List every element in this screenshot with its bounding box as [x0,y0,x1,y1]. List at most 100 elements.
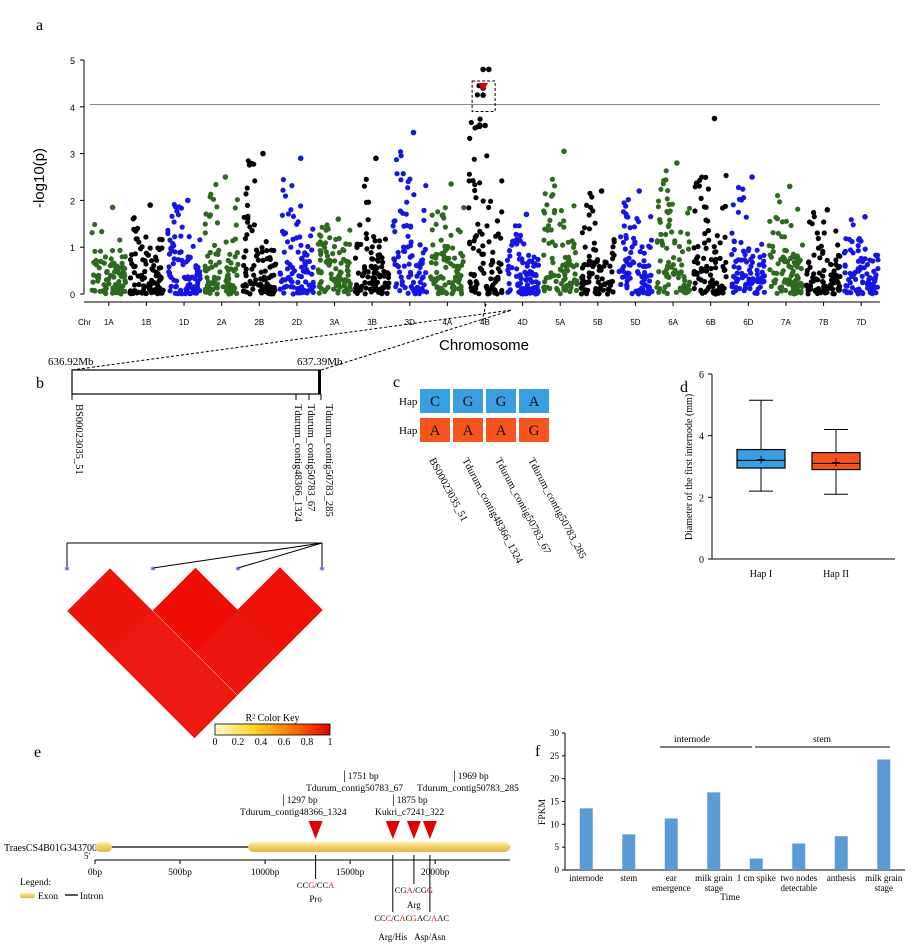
point [498,235,504,241]
point [548,227,554,233]
point [672,238,678,244]
point [636,262,643,268]
point [317,281,323,287]
point [470,178,476,184]
panel-label-d: d [680,379,688,396]
point [165,227,171,233]
point [669,201,676,207]
y-axis-label: FPKM [538,799,548,825]
point [197,237,203,243]
point [586,212,592,218]
point [516,251,522,257]
snp-name: Tdurum_contig50783_285 [417,784,519,794]
point [183,259,189,265]
point [90,279,96,285]
point [860,280,866,286]
point [471,156,477,162]
point [419,257,426,263]
point [799,242,806,248]
point [336,250,342,256]
point [281,249,287,255]
allele-cell [420,418,450,442]
point [621,263,627,270]
x-tick-label: 4A [442,318,452,327]
point [717,255,723,261]
point [798,288,804,294]
point [260,257,266,263]
exon-block [248,842,510,852]
x-tick-label-line: emergence [652,883,691,893]
point [842,270,848,276]
point [434,269,440,275]
point [712,265,719,271]
point [232,285,238,291]
point [514,266,520,272]
point [486,204,492,210]
allele-cell [486,418,516,442]
x-axis-label: Time [720,893,740,903]
point [869,291,875,297]
point [168,283,174,289]
point [494,218,500,224]
point [115,266,121,272]
x-tick-label: ear emergence [652,873,691,893]
point [717,240,723,246]
point [251,281,257,287]
point [783,218,790,224]
point [515,282,521,288]
point [517,272,523,278]
point [686,205,693,211]
point [384,290,390,296]
point [646,278,653,284]
y-tick-label: 10 [550,819,560,829]
bar [834,836,848,870]
point [743,214,749,220]
point [225,257,231,264]
codon-part: CC [317,880,329,890]
point [699,174,705,180]
point [220,284,226,290]
point [215,251,221,257]
point [194,268,200,274]
point [730,289,737,295]
point [723,274,729,280]
snp-codon: GAC/AAC [411,913,450,923]
point [357,222,363,228]
point [294,221,300,227]
point [234,272,240,278]
point [562,254,568,261]
point [310,289,316,295]
point [342,277,349,283]
point [226,281,232,288]
x-tick-label-line: ear [666,873,677,883]
point [555,273,562,279]
snp-triangle [406,821,421,839]
point [436,290,442,296]
point [609,269,615,275]
haplotype-column-label: Tdurum_contig50783_285 [525,456,588,561]
point [141,284,147,290]
point [241,262,247,269]
point [636,288,642,294]
point [173,204,179,210]
point [170,261,176,267]
point [831,291,837,297]
point [287,262,293,268]
point [430,242,436,248]
point [821,219,827,225]
point [382,236,389,242]
point [284,283,290,289]
point [820,250,826,256]
point [380,259,386,265]
codon-part: / [391,913,394,923]
point [155,271,161,277]
y-tick-label: 5 [70,56,75,66]
region-bar [71,369,321,395]
point [524,285,530,291]
x-tick-label: 1 cm spike [737,873,776,883]
point [363,176,369,182]
point [379,291,385,297]
point [407,223,414,229]
point [808,279,814,285]
point [621,223,627,229]
